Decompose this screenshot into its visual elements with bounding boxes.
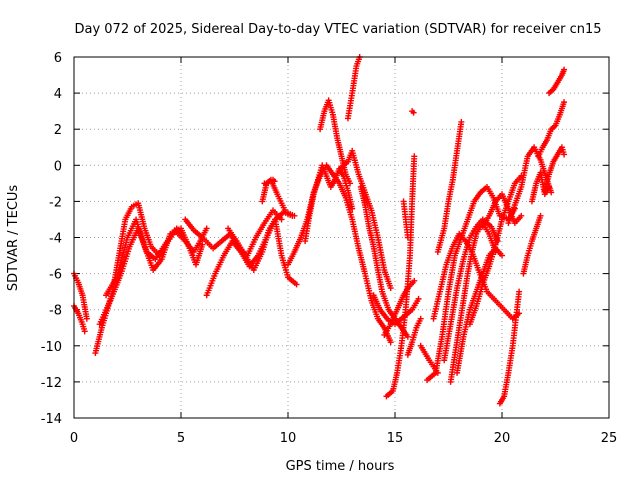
y-tick-label: -6 [49, 268, 62, 283]
x-tick-label: 5 [177, 431, 185, 446]
x-tick-label: 20 [494, 431, 511, 446]
data-point [458, 118, 465, 125]
track-22 [424, 183, 518, 384]
track-15 [357, 183, 411, 340]
data-point [561, 99, 568, 106]
track-35 [541, 144, 568, 194]
data-point [278, 216, 285, 223]
data-point [518, 212, 525, 219]
y-tick-label: -8 [49, 304, 62, 319]
track-18 [383, 153, 418, 400]
data-point [199, 241, 206, 248]
data-point [203, 225, 210, 232]
track-32 [520, 212, 544, 277]
y-tick-labels: -14 -12 -10 -8 -6 -4 -2 0 2 4 6 [41, 51, 62, 427]
data-point [410, 109, 417, 116]
track-20 [404, 315, 424, 358]
track-31 [505, 144, 555, 227]
data-point [404, 234, 411, 241]
data-points [71, 54, 568, 407]
data-point [561, 66, 568, 73]
data-point [293, 281, 300, 288]
data-point [262, 181, 269, 188]
data-point [561, 151, 568, 158]
y-tick-label: 6 [54, 51, 62, 66]
plot-frame [73, 56, 610, 419]
data-point [387, 285, 394, 292]
y-tick-label: -10 [41, 340, 62, 355]
track-17 [381, 277, 418, 338]
data-point [499, 252, 505, 259]
track-24 [434, 118, 465, 255]
x-tick-label: 15 [387, 431, 404, 446]
data-point [411, 153, 418, 160]
x-tick-label: 0 [70, 431, 78, 446]
track-36 [546, 66, 568, 97]
track-19 [400, 198, 411, 241]
data-point [546, 183, 553, 190]
track-08 [225, 216, 300, 288]
data-point [516, 288, 523, 295]
y-tick-label: 0 [54, 159, 62, 174]
data-point [548, 189, 555, 196]
data-point [347, 180, 354, 187]
track-11 [302, 162, 356, 245]
y-axis-label: SDTVAR / TECUs [6, 185, 21, 292]
data-point [417, 315, 424, 322]
data-point [415, 295, 422, 302]
x-tick-label: 25 [601, 431, 618, 446]
data-point [404, 333, 411, 340]
data-point [537, 212, 544, 219]
data-point [291, 212, 298, 219]
y-tick-label: -4 [49, 232, 62, 247]
x-tick-label: 10 [280, 431, 297, 446]
y-tick-label: 2 [54, 123, 62, 138]
x-axis-label: GPS time / hours [286, 459, 395, 474]
y-tick-label: -2 [49, 195, 62, 210]
y-tick-label: -12 [41, 376, 62, 391]
track-30 [496, 288, 523, 407]
data-point [81, 328, 88, 335]
track-34 [535, 99, 568, 160]
y-tick-label: 4 [54, 87, 62, 102]
x-tick-labels: 0 5 10 15 20 25 [70, 431, 617, 446]
data-point [411, 277, 418, 284]
data-point [387, 339, 394, 346]
data-point [349, 205, 356, 212]
isolated-points [261, 108, 417, 188]
data-point [271, 178, 278, 185]
y-tick-label: -14 [41, 412, 62, 427]
track-05 [103, 216, 206, 299]
track-13 [336, 147, 394, 292]
track-12 [317, 97, 354, 187]
chart-title: Day 072 of 2025, Sidereal Day-to-day VTE… [74, 22, 601, 37]
track-26 [447, 220, 499, 385]
data-point [83, 315, 90, 322]
track-28 [466, 173, 525, 328]
